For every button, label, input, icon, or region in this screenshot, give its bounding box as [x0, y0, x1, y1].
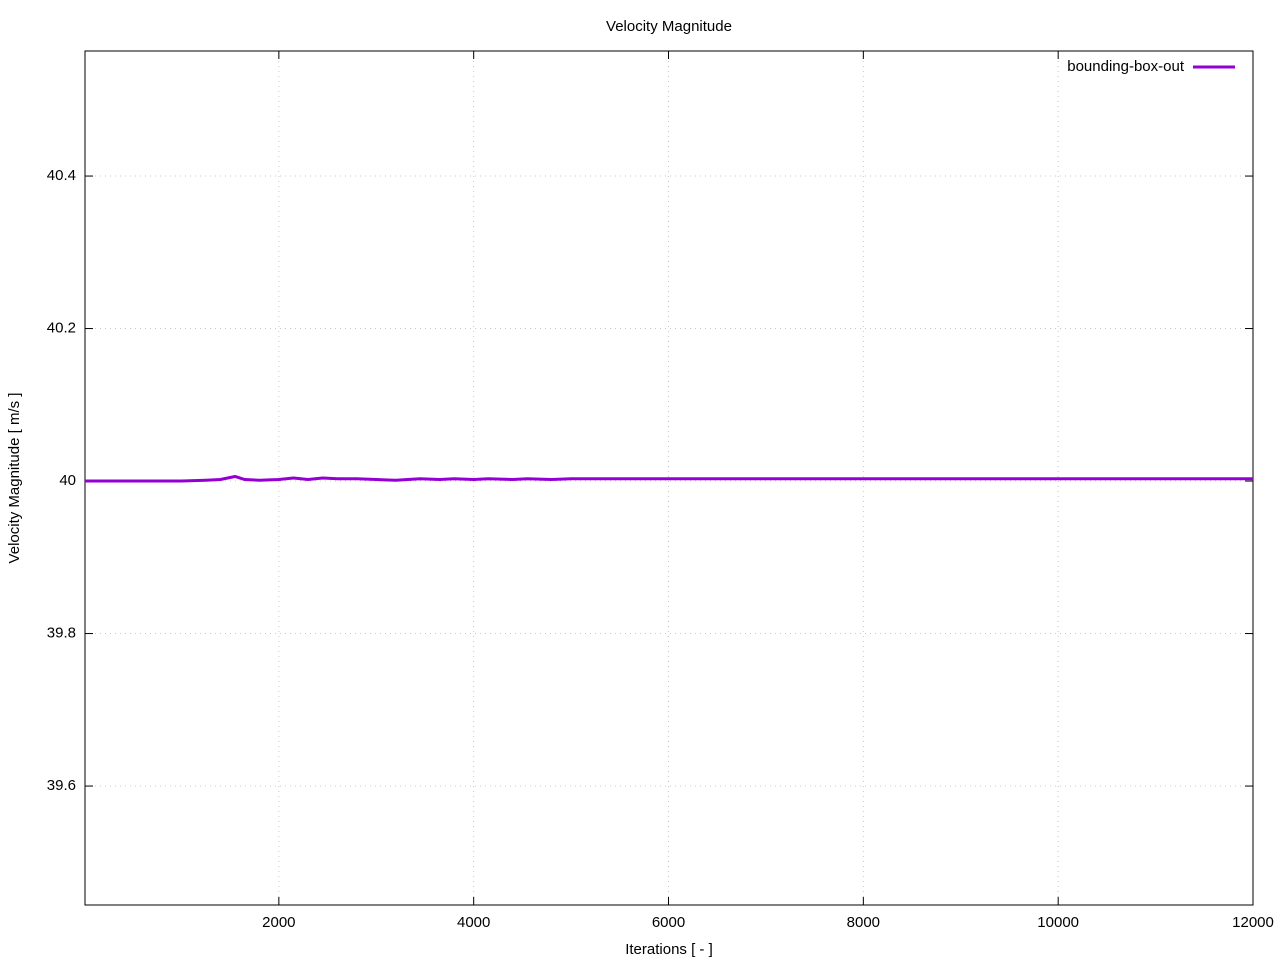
x-tick-label: 10000 — [1037, 914, 1079, 931]
data-line — [85, 474, 1253, 483]
y-tick-label: 40 — [59, 472, 76, 489]
y-tick-label: 39.6 — [47, 777, 76, 794]
x-tick-label: 2000 — [262, 914, 295, 931]
y-tick-label: 40.2 — [47, 320, 76, 337]
x-axis-label: Iterations [ - ] — [625, 941, 713, 958]
y-tick-label: 40.4 — [47, 167, 76, 184]
y-axis-label: Velocity Magnitude [ m/s ] — [6, 393, 23, 564]
x-tick-label: 4000 — [457, 914, 490, 931]
y-tick-label: 39.8 — [47, 625, 76, 642]
chart-title: Velocity Magnitude — [606, 18, 732, 35]
x-tick-label: 6000 — [652, 914, 685, 931]
legend-label: bounding-box-out — [1067, 58, 1185, 75]
x-tick-label: 8000 — [847, 914, 880, 931]
x-tick-label: 12000 — [1232, 914, 1274, 931]
